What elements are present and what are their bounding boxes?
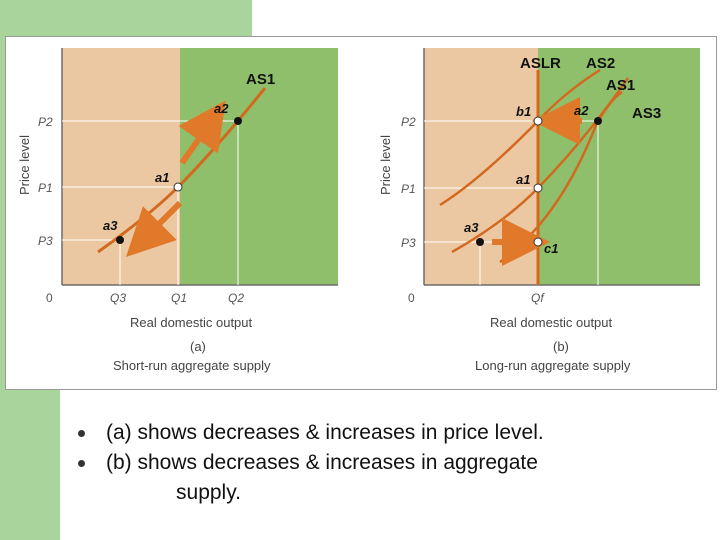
series-label-aslr: ASLR xyxy=(520,55,561,72)
point-label-a3: a3 xyxy=(464,220,479,235)
x-axis-label: Real domestic output xyxy=(490,315,613,330)
bullet-dot-icon xyxy=(78,430,85,437)
tick-label-p2: P2 xyxy=(38,115,53,129)
point-a2 xyxy=(594,117,602,125)
bullet-text: (a) shows decreases & increases in price… xyxy=(106,421,544,444)
panel-a-beyond-region xyxy=(180,48,338,285)
point-label-b1: b1 xyxy=(516,104,531,119)
bullet-list: (a) shows decreases & increases in price… xyxy=(78,418,708,508)
tick-label-q3: Q3 xyxy=(110,291,126,305)
origin-label: 0 xyxy=(408,291,415,305)
bullet-item: (b) shows decreases & increases in aggre… xyxy=(78,448,708,508)
panel-b: ASLR AS2 AS1 AS3 b1 a2 a1 a3 c1 P2 P1 P3… xyxy=(378,48,700,373)
increase-arrow xyxy=(178,100,226,165)
point-label-c1: c1 xyxy=(544,241,558,256)
point-a3 xyxy=(476,238,484,246)
tick-label-qf: Qf xyxy=(531,291,545,305)
panel-a: AS1 a2 a1 a3 P2 P1 P3 0 Q3 Q1 Q2 Price l… xyxy=(17,48,338,373)
point-b1 xyxy=(533,116,543,126)
tick-label-p3: P3 xyxy=(38,234,53,248)
point-label-a3: a3 xyxy=(103,218,118,233)
point-label-a1: a1 xyxy=(516,172,530,187)
bullet-dot-icon xyxy=(78,460,85,467)
bullet-text: (b) shows decreases & increases in aggre… xyxy=(106,451,538,504)
panel-label: (a) xyxy=(190,339,206,354)
panel-label: (b) xyxy=(553,339,569,354)
bullet-item: (a) shows decreases & increases in price… xyxy=(78,418,708,448)
panel-caption: Long-run aggregate supply xyxy=(475,358,631,373)
point-a3 xyxy=(116,236,124,244)
point-a1 xyxy=(533,183,543,193)
panel-b-beyond-region xyxy=(538,48,700,285)
series-label-as3: AS3 xyxy=(632,105,661,122)
y-axis-label: Price level xyxy=(17,135,32,195)
panel-caption: Short-run aggregate supply xyxy=(113,358,271,373)
origin-label: 0 xyxy=(46,291,53,305)
decrease-arrow xyxy=(126,200,183,257)
tick-label-p3: P3 xyxy=(401,236,416,250)
tick-label-p2: P2 xyxy=(401,115,416,129)
panel-a-short-run-region xyxy=(62,48,180,285)
point-a2 xyxy=(234,117,242,125)
point-label-a2: a2 xyxy=(214,101,229,116)
y-axis-label: Price level xyxy=(378,135,393,195)
panel-b-short-run-region xyxy=(424,48,538,285)
tick-label-p1: P1 xyxy=(401,182,416,196)
point-c1 xyxy=(533,237,543,247)
x-axis-label: Real domestic output xyxy=(130,315,253,330)
point-label-a2: a2 xyxy=(574,103,589,118)
point-label-a1: a1 xyxy=(155,170,169,185)
tick-label-p1: P1 xyxy=(38,181,53,195)
tick-label-q1: Q1 xyxy=(171,291,187,305)
point-a1 xyxy=(173,182,183,192)
series-label-as2: AS2 xyxy=(586,55,615,72)
series-label-as1: AS1 xyxy=(606,77,635,94)
slide-accent-tab xyxy=(0,0,252,36)
tick-label-q2: Q2 xyxy=(228,291,244,305)
series-label-as1: AS1 xyxy=(246,71,275,88)
